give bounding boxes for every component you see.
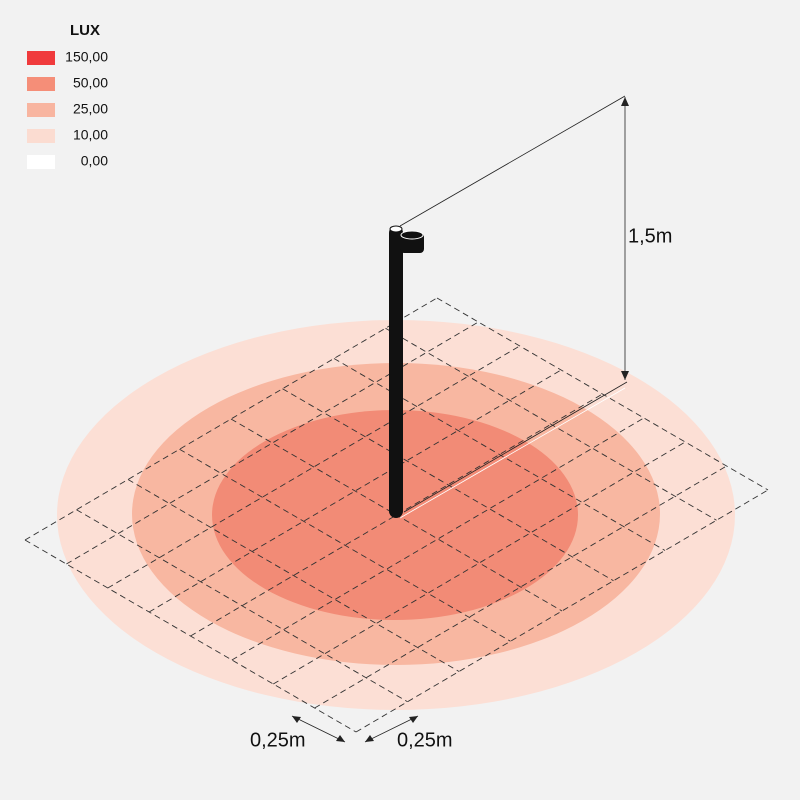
luminaire-top [400, 230, 424, 240]
legend-swatch [27, 77, 55, 91]
legend: 150,00 50,00 25,00 10,00 0,00 [27, 49, 108, 169]
grid-line [179, 448, 511, 642]
legend-swatch [27, 103, 55, 117]
dimension-lines [291, 95, 628, 743]
grid-line [282, 388, 614, 582]
legend-label: 150,00 [65, 49, 108, 65]
legend-label: 0,00 [81, 153, 108, 169]
grid-x-label: 0,25m [250, 729, 306, 751]
height-label: 1,5m [628, 225, 672, 247]
grid-line [76, 509, 408, 703]
grid-line [385, 327, 717, 521]
legend-swatch [27, 129, 55, 143]
pole-top [389, 225, 403, 233]
legend-swatch [27, 155, 55, 169]
legend-label: 25,00 [73, 101, 108, 117]
grid-line [127, 479, 460, 672]
pole [389, 226, 403, 518]
grid-line [436, 297, 769, 491]
legend-label: 50,00 [73, 75, 108, 91]
grid-y-label: 0,25m [397, 729, 453, 751]
legend-swatch [27, 51, 55, 65]
legend-label: 10,00 [73, 127, 108, 143]
legend-title: LUX [70, 22, 100, 39]
